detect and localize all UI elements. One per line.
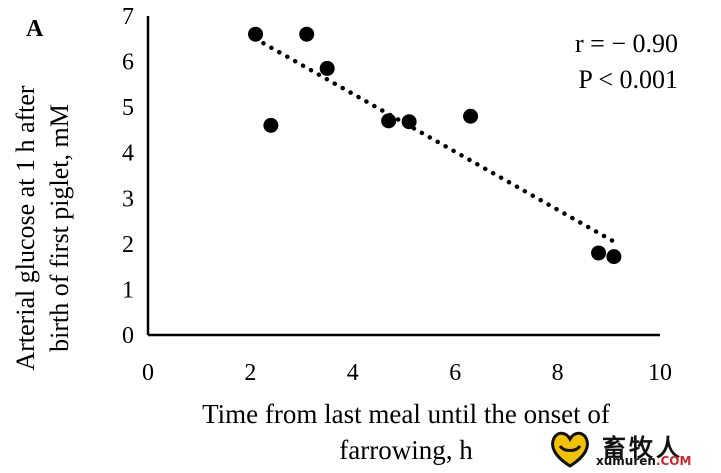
y-tick-label: 5 <box>122 95 134 121</box>
x-axis-label-line: farrowing, h <box>339 435 473 465</box>
y-tick-label: 7 <box>122 4 134 30</box>
x-tick-label: 2 <box>244 360 256 386</box>
watermark-logo-icon <box>551 431 589 468</box>
x-tick-label: 0 <box>142 360 154 386</box>
stats-annotation-line: r = − 0.90 <box>575 29 678 58</box>
watermark-en-com: .COM <box>655 454 692 468</box>
y-tick-label: 0 <box>122 323 134 349</box>
x-axis-label-line: Time from last meal until the onset of <box>202 399 610 429</box>
data-point <box>606 249 622 265</box>
stats-annotation: r = − 0.90 P < 0.001 <box>575 29 678 94</box>
y-tick-labels: 0 1 2 3 4 5 6 7 <box>122 4 134 349</box>
trendline <box>253 36 617 244</box>
y-tick-label: 2 <box>122 232 134 258</box>
y-tick-label: 6 <box>122 50 134 76</box>
y-axis-label-line: birth of first piglet, mM <box>45 104 74 352</box>
data-point <box>319 60 335 76</box>
data-point <box>299 26 315 42</box>
x-tick-labels: 0 2 4 6 8 10 <box>142 360 672 386</box>
data-points <box>248 26 622 265</box>
panel-label: A <box>26 16 44 42</box>
x-tick-label: 8 <box>552 360 564 386</box>
y-axis-label: Arterial glucose at 1 h after birth of fi… <box>11 85 74 370</box>
x-tick-label: 4 <box>347 360 359 386</box>
watermark-en-name: xumuren <box>596 454 656 468</box>
watermark-cn-text: 畜牧人 <box>602 434 683 462</box>
y-tick-label: 1 <box>122 277 134 303</box>
data-point <box>248 26 264 42</box>
watermark: 畜牧人 xumuren.COM <box>548 428 718 470</box>
x-tick-label: 10 <box>648 360 672 386</box>
x-tick-label: 6 <box>449 360 461 386</box>
y-tick-label: 4 <box>122 141 134 167</box>
data-point <box>263 117 279 133</box>
data-point <box>463 108 479 124</box>
data-point <box>591 245 607 261</box>
stats-annotation-line: P < 0.001 <box>578 65 678 94</box>
y-axis-label-line: Arterial glucose at 1 h after <box>11 85 40 370</box>
x-axis-label: Time from last meal until the onset of fa… <box>202 399 610 465</box>
data-point <box>381 113 397 129</box>
y-tick-label: 3 <box>122 186 134 212</box>
data-point <box>401 114 417 130</box>
watermark-en-text: xumuren.COM <box>596 454 691 468</box>
